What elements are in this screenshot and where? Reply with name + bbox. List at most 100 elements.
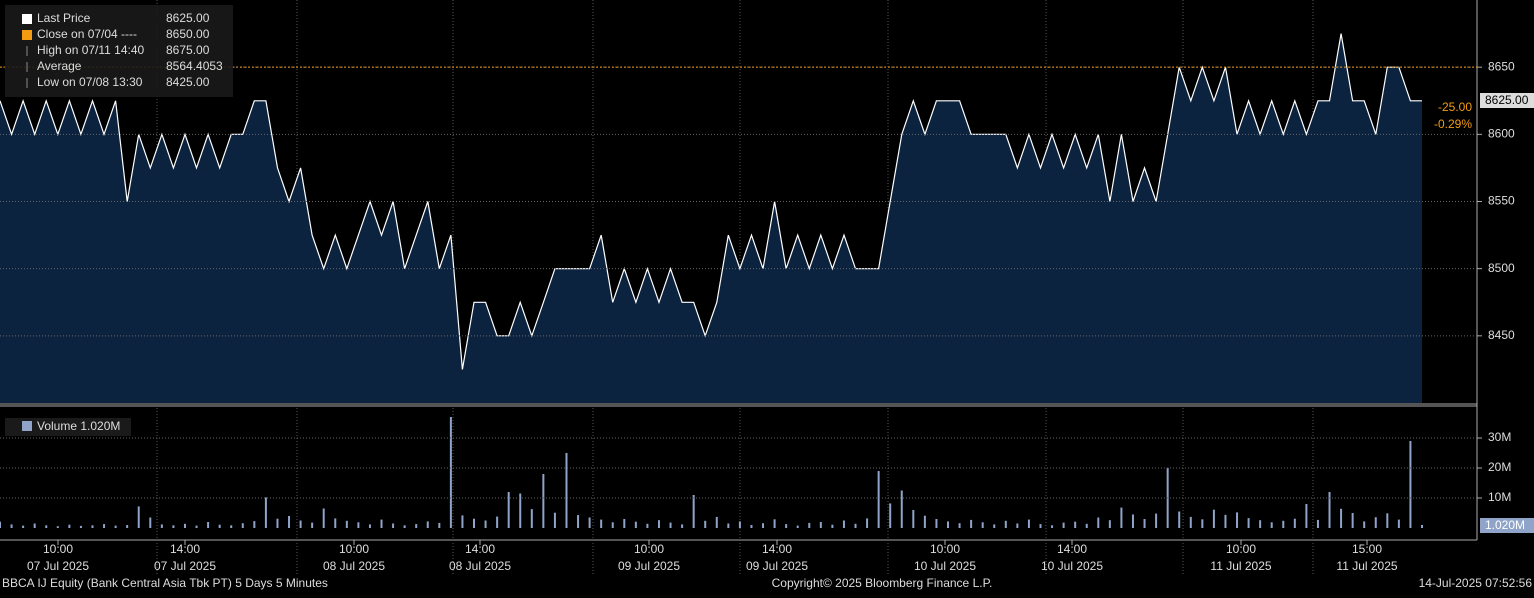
volume-bar bbox=[600, 519, 603, 528]
volume-bar bbox=[33, 523, 36, 528]
legend-value: 8564.4053 bbox=[166, 59, 223, 73]
volume-bar bbox=[438, 522, 441, 528]
volume-bar bbox=[368, 524, 371, 528]
footer-right: 14-Jul-2025 07:52:56 bbox=[1419, 576, 1533, 590]
volume-bar bbox=[1189, 516, 1192, 528]
volume-bar bbox=[588, 517, 591, 528]
x-tick-date: 08 Jul 2025 bbox=[323, 559, 385, 573]
volume-bar bbox=[1051, 525, 1054, 528]
volume-bar bbox=[970, 519, 973, 528]
footer-left: BBCA IJ Equity (Bank Central Asia Tbk PT… bbox=[2, 576, 328, 590]
x-tick-label: 14:00 bbox=[465, 542, 495, 556]
y-tick-label: 30M bbox=[1488, 430, 1511, 444]
y-tick-label: 20M bbox=[1488, 460, 1511, 474]
volume-bar bbox=[357, 522, 360, 528]
volume-bar bbox=[1236, 512, 1239, 528]
volume-bar bbox=[1178, 511, 1181, 528]
x-tick-date: 09 Jul 2025 bbox=[746, 559, 808, 573]
volume-bar bbox=[704, 520, 707, 528]
volume-bar bbox=[322, 508, 325, 528]
x-tick-date: 07 Jul 2025 bbox=[27, 559, 89, 573]
volume-bar bbox=[1212, 509, 1215, 528]
x-tick-label: 10:00 bbox=[43, 542, 73, 556]
volume-bar bbox=[993, 524, 996, 528]
volume-bar bbox=[276, 518, 279, 528]
volume-bar bbox=[392, 523, 395, 528]
x-tick-label: 15:00 bbox=[1352, 542, 1382, 556]
volume-bar bbox=[1062, 522, 1065, 528]
volume-bar bbox=[230, 525, 233, 528]
volume-bar bbox=[866, 518, 869, 528]
volume-bar bbox=[311, 522, 314, 528]
legend-label: Average bbox=[37, 59, 82, 73]
volume-bar bbox=[415, 524, 418, 528]
y-tick-label: 8650 bbox=[1488, 59, 1515, 73]
legend-swatch bbox=[22, 30, 32, 40]
legend-value: 8625.00 bbox=[166, 11, 210, 25]
volume-bar bbox=[1316, 519, 1319, 528]
last-price-tag: 8625.00 bbox=[1485, 93, 1529, 107]
volume-bar bbox=[889, 503, 892, 528]
volume-bar bbox=[1224, 514, 1227, 528]
volume-bar bbox=[264, 497, 267, 528]
x-tick-date: 07 Jul 2025 bbox=[154, 559, 216, 573]
volume-bar bbox=[762, 523, 765, 528]
y-tick-label: 8600 bbox=[1488, 127, 1515, 141]
volume-bar bbox=[877, 471, 880, 528]
y-tick-label: 8550 bbox=[1488, 194, 1515, 208]
volume-bar bbox=[345, 520, 348, 528]
volume-bar bbox=[796, 525, 799, 528]
volume-bar bbox=[1085, 523, 1088, 528]
volume-bar bbox=[207, 522, 210, 528]
y-tick-label: 8500 bbox=[1488, 261, 1515, 275]
volume-bar bbox=[1397, 519, 1400, 528]
x-tick-date: 10 Jul 2025 bbox=[914, 559, 976, 573]
volume-bar bbox=[553, 512, 556, 528]
volume-bar bbox=[715, 516, 718, 528]
x-tick-label: 10:00 bbox=[1226, 542, 1256, 556]
legend-value: 8675.00 bbox=[166, 43, 210, 57]
volume-bar bbox=[900, 490, 903, 528]
volume-bar bbox=[611, 522, 614, 528]
volume-bar bbox=[160, 524, 163, 528]
volume-bar bbox=[634, 521, 637, 528]
volume-bar bbox=[1374, 517, 1377, 528]
legend-value: 8650.00 bbox=[166, 27, 210, 41]
volume-bar bbox=[473, 518, 475, 528]
volume-bar bbox=[496, 516, 499, 528]
volume-bar bbox=[1247, 518, 1250, 528]
volume-bar bbox=[692, 495, 695, 528]
volume-bar bbox=[831, 524, 834, 528]
volume-bar bbox=[785, 524, 788, 528]
volume-bar bbox=[773, 519, 776, 528]
volume-bar bbox=[958, 523, 961, 528]
volume-bar bbox=[68, 524, 71, 528]
legend-value: 8425.00 bbox=[166, 75, 210, 89]
volume-bar bbox=[1108, 520, 1111, 528]
volume-bar bbox=[195, 525, 198, 528]
volume-bar bbox=[91, 525, 94, 528]
x-tick-date: 09 Jul 2025 bbox=[618, 559, 680, 573]
footer-center: Copyright© 2025 Bloomberg Finance L.P. bbox=[772, 576, 993, 590]
volume-bar bbox=[1270, 522, 1273, 528]
volume-bar bbox=[912, 510, 915, 528]
x-tick-label: 10:00 bbox=[634, 542, 664, 556]
legend-swatch bbox=[22, 421, 32, 431]
panel-divider bbox=[0, 403, 1477, 407]
volume-bar bbox=[45, 525, 48, 528]
volume-bar bbox=[923, 515, 926, 528]
volume-bar bbox=[126, 525, 129, 528]
volume-bar bbox=[183, 523, 186, 528]
volume-bar bbox=[334, 518, 337, 528]
volume-bar bbox=[0, 521, 1, 528]
volume-bar bbox=[1120, 507, 1123, 528]
volume-bar bbox=[519, 493, 522, 528]
volume-bar bbox=[854, 523, 857, 528]
volume-bar bbox=[623, 519, 626, 528]
volume-bar bbox=[461, 515, 464, 528]
volume-bar bbox=[1351, 513, 1354, 528]
volume-bar bbox=[449, 417, 452, 528]
volume-bar bbox=[657, 520, 660, 528]
volume-bar bbox=[542, 474, 545, 528]
